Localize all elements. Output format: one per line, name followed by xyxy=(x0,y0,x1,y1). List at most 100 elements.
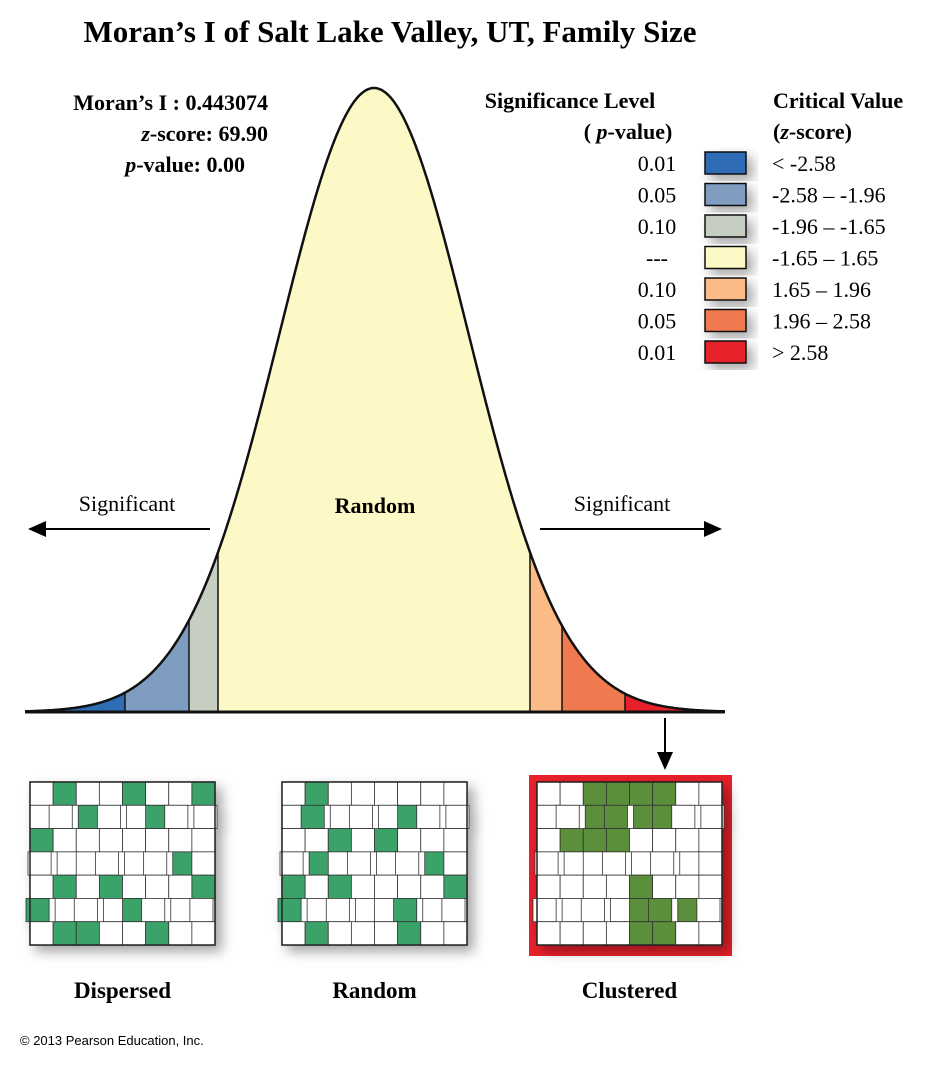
value: 69.90 xyxy=(219,121,269,146)
label: -score: xyxy=(150,121,213,146)
statistics: Moran’s I : 0.443074 z-score: 69.90 p-va… xyxy=(73,90,268,177)
map xyxy=(25,781,218,946)
map-border xyxy=(29,781,216,946)
map-label: Dispersed xyxy=(74,978,171,1003)
tract xyxy=(582,828,607,853)
range: -1.65 – 1.65 xyxy=(772,246,878,271)
tract xyxy=(191,781,216,806)
tract xyxy=(168,828,193,853)
tract xyxy=(279,851,304,876)
tract xyxy=(98,921,123,946)
value: 0.443074 xyxy=(186,90,269,115)
tract xyxy=(168,921,193,946)
tract xyxy=(350,828,375,853)
tract xyxy=(650,851,675,876)
tract xyxy=(304,921,329,946)
swatch xyxy=(704,308,747,333)
tract xyxy=(145,781,170,806)
morans-i: Moran’s I : 0.443074 xyxy=(73,90,268,115)
tract xyxy=(445,804,470,829)
tract xyxy=(629,921,654,946)
range: -1.96 – -1.65 xyxy=(772,214,886,239)
tract xyxy=(698,851,723,876)
range: 1.96 – 2.58 xyxy=(772,309,871,334)
tract xyxy=(73,898,98,923)
tract xyxy=(397,828,422,853)
tract xyxy=(98,874,123,899)
tract xyxy=(164,804,189,829)
symbol: z xyxy=(140,121,150,146)
open: ( xyxy=(773,119,780,144)
tract xyxy=(350,781,375,806)
p-value: 0.01 xyxy=(638,340,677,365)
tract xyxy=(189,898,214,923)
tract xyxy=(281,828,306,853)
map-label: Random xyxy=(332,978,416,1003)
tract xyxy=(122,921,147,946)
tract xyxy=(145,921,170,946)
tract xyxy=(443,874,468,899)
tract xyxy=(397,781,422,806)
tract xyxy=(420,921,445,946)
swatch xyxy=(704,151,747,175)
significance-subheader: ( p-value) xyxy=(584,119,673,144)
legend: 0.01 < -2.58 0.05 -2.58 – -1.96 0.10 -1.96 – … xyxy=(638,151,886,365)
curve-region xyxy=(530,552,562,712)
tract xyxy=(629,828,654,853)
tract xyxy=(696,898,721,923)
map xyxy=(532,781,725,946)
tract xyxy=(443,851,468,876)
tract xyxy=(52,828,77,853)
tract xyxy=(652,781,677,806)
tract xyxy=(122,828,147,853)
tract xyxy=(397,921,422,946)
tract xyxy=(325,898,350,923)
tract xyxy=(304,828,329,853)
tract xyxy=(346,851,371,876)
open: ( xyxy=(584,119,597,144)
tract xyxy=(652,874,677,899)
tract xyxy=(605,874,630,899)
tract xyxy=(52,921,77,946)
curve-region xyxy=(625,693,725,712)
curve xyxy=(25,86,726,714)
swatch xyxy=(704,340,747,364)
significance-header: Significance Level xyxy=(485,88,655,113)
center-label: Random xyxy=(335,493,416,518)
tract xyxy=(559,781,584,806)
tract xyxy=(397,874,422,899)
tract xyxy=(327,781,352,806)
tract xyxy=(304,781,329,806)
tract xyxy=(122,874,147,899)
tract xyxy=(281,921,306,946)
tract xyxy=(191,921,216,946)
tract xyxy=(122,781,147,806)
tract xyxy=(374,921,399,946)
tract xyxy=(191,874,216,899)
tract xyxy=(605,921,630,946)
tract xyxy=(393,898,418,923)
tract xyxy=(580,898,605,923)
p-value: 0.10 xyxy=(638,277,677,302)
tract xyxy=(75,781,100,806)
tract xyxy=(48,804,73,829)
tract xyxy=(629,874,654,899)
left-label: Significant xyxy=(79,491,176,516)
tract xyxy=(374,781,399,806)
swatch xyxy=(704,214,747,238)
tract xyxy=(281,781,306,806)
tract xyxy=(536,874,561,899)
tract xyxy=(443,828,468,853)
tract xyxy=(141,898,166,923)
range: < -2.58 xyxy=(772,151,836,176)
critical-header: Critical Value xyxy=(773,88,903,113)
z-score: z-score: 69.90 xyxy=(140,121,268,146)
copyright: © 2013 Pearson Education, Inc. xyxy=(20,1033,204,1048)
tract xyxy=(374,874,399,899)
tract xyxy=(395,851,420,876)
tract xyxy=(536,781,561,806)
map-border xyxy=(281,781,468,946)
tract xyxy=(98,828,123,853)
tract xyxy=(420,828,445,853)
